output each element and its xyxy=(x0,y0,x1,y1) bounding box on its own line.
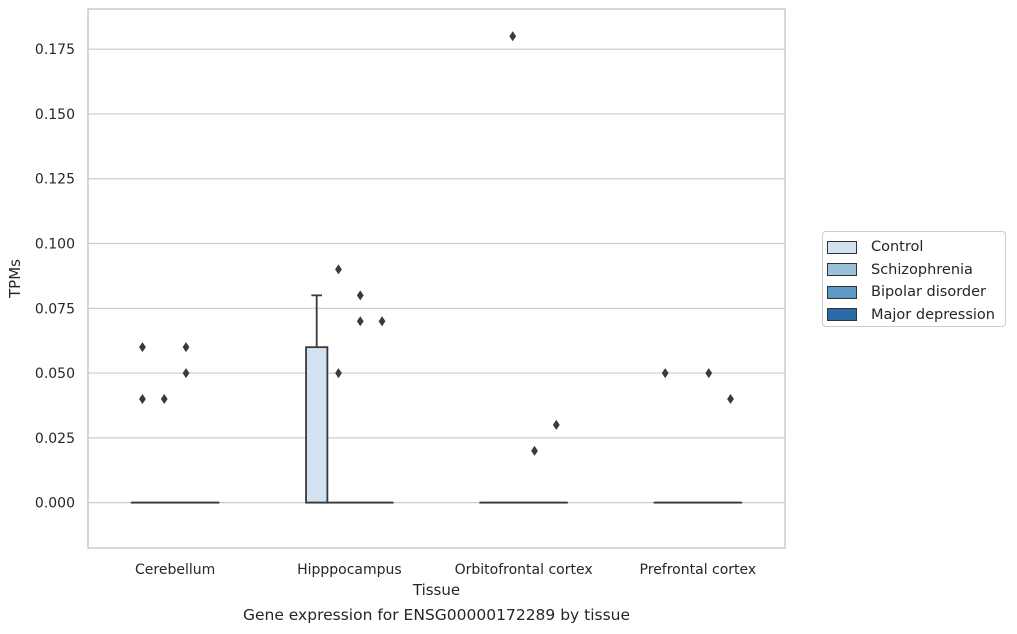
legend-label: Major depression xyxy=(871,306,995,323)
legend-item: Bipolar disorder xyxy=(827,281,1005,304)
x-axis-label: Tissue xyxy=(412,581,460,599)
legend: Control Schizophrenia Bipolar disorder Majo… xyxy=(822,231,1006,327)
outlier-point xyxy=(160,393,168,404)
y-tick-label: 0.175 xyxy=(35,42,75,58)
legend-item: Schizophrenia xyxy=(827,259,1005,282)
gridlines xyxy=(88,48,785,504)
legend-swatch xyxy=(827,240,857,254)
outlier-point xyxy=(552,419,560,430)
outlier-point xyxy=(182,368,190,379)
y-tick-label: 0.050 xyxy=(35,366,75,382)
legend-swatch xyxy=(827,263,857,277)
x-tick-label: Cerebellum xyxy=(135,562,215,578)
legend-item: Control xyxy=(827,236,1005,259)
outlier-point xyxy=(705,368,713,379)
box xyxy=(305,294,329,504)
y-axis-label: TPMs xyxy=(6,259,24,299)
x-tick-label: Hipppocampus xyxy=(297,562,402,578)
box-body xyxy=(305,346,329,504)
outlier-point xyxy=(139,393,146,404)
legend-item: Major depression xyxy=(827,304,1005,327)
outlier-point xyxy=(182,342,190,353)
chart-caption: Gene expression for ENSG00000172289 by t… xyxy=(242,606,631,624)
legend-label: Bipolar disorder xyxy=(871,284,986,301)
outlier-point xyxy=(335,368,342,379)
legend-label: Control xyxy=(871,239,924,256)
outlier-point xyxy=(335,264,342,275)
outlier-point xyxy=(378,316,386,327)
y-tick-label: 0.075 xyxy=(35,301,75,317)
outlier-point xyxy=(356,316,364,327)
outliers xyxy=(139,31,734,456)
y-tick-labels: 0.000 0.025 0.050 0.075 0.100 0.125 0.150 0.175 xyxy=(35,42,75,511)
y-tick-label: 0.125 xyxy=(35,172,75,188)
legend-swatch xyxy=(827,308,857,322)
outlier-point xyxy=(727,393,734,404)
y-tick-label: 0.025 xyxy=(35,431,75,447)
x-tick-label: Prefrontal cortex xyxy=(640,562,757,578)
x-tick-labels: Cerebellum Hipppocampus Orbitofrontal cort… xyxy=(135,562,756,578)
y-tick-label: 0.150 xyxy=(35,107,75,123)
outlier-point xyxy=(356,290,364,301)
x-tick-label: Orbitofrontal cortex xyxy=(455,562,593,578)
legend-label: Schizophrenia xyxy=(871,261,973,278)
plot-frame xyxy=(87,8,786,549)
outlier-point xyxy=(531,445,538,456)
outlier-point xyxy=(509,31,517,42)
legend-swatch xyxy=(827,285,857,299)
y-tick-label: 0.000 xyxy=(35,496,75,512)
outlier-point xyxy=(661,368,669,379)
boxes xyxy=(130,294,743,504)
y-tick-label: 0.100 xyxy=(35,237,75,253)
outlier-point xyxy=(139,342,146,353)
